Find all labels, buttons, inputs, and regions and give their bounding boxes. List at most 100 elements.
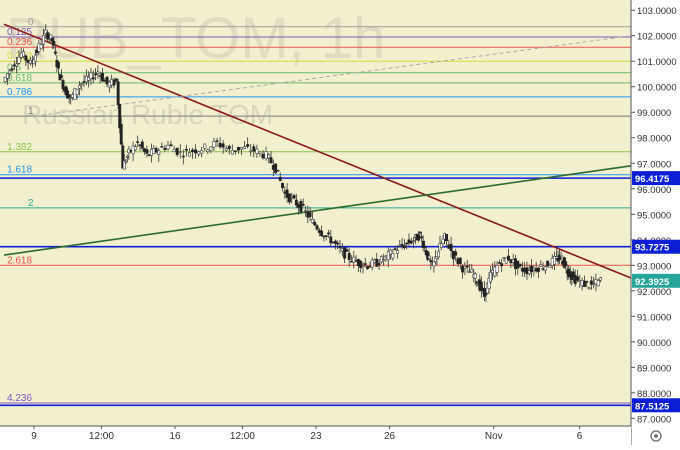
candle-body xyxy=(511,259,515,263)
candle-body xyxy=(75,89,79,95)
candle-body xyxy=(594,279,598,285)
candle-body xyxy=(473,273,477,279)
candle-body xyxy=(283,191,287,194)
time-tick-label: 9 xyxy=(31,431,37,442)
fib-label: 1 xyxy=(28,106,34,117)
candle-body xyxy=(299,201,303,212)
price-level-tag-bg xyxy=(632,239,680,254)
candle-body xyxy=(546,260,550,267)
candle-body xyxy=(157,150,161,155)
candle-body xyxy=(497,262,501,264)
candle-body xyxy=(166,144,170,150)
fib-label: 0.382 xyxy=(7,51,32,62)
candle-body xyxy=(573,275,577,284)
candle-body xyxy=(233,150,237,153)
candle-body xyxy=(101,72,104,82)
candle-body xyxy=(441,238,445,245)
candle-body xyxy=(585,280,589,283)
candle-body xyxy=(578,280,582,282)
watermark: RUB_TOM, 1h Russian Ruble TOM xyxy=(6,6,385,130)
candle-body xyxy=(276,169,280,172)
candle-body xyxy=(451,251,455,260)
candle-body xyxy=(15,63,19,67)
candle-body xyxy=(304,210,307,212)
candle-body xyxy=(493,266,497,277)
candle-body xyxy=(429,260,433,263)
candle-body xyxy=(435,256,439,259)
candle-body xyxy=(125,156,129,158)
candle-body xyxy=(17,57,21,64)
candle-body xyxy=(405,242,409,245)
candle-body xyxy=(154,148,158,153)
candle-body xyxy=(553,256,557,265)
candle-body xyxy=(237,146,240,151)
candle-body xyxy=(98,75,102,77)
candle-body xyxy=(402,245,406,248)
candle-body xyxy=(258,151,262,154)
candle-body xyxy=(377,263,381,266)
candle-body xyxy=(338,246,342,249)
candle-body xyxy=(523,267,527,273)
price-axis-bg xyxy=(631,0,680,445)
candle-body xyxy=(24,55,28,61)
candle-body xyxy=(527,270,531,274)
candle-body xyxy=(26,59,30,63)
price-tick-label: 97.0000 xyxy=(637,159,671,170)
candle-body xyxy=(520,268,524,272)
candle-body xyxy=(107,81,111,88)
candle-body xyxy=(599,277,602,281)
candle-body xyxy=(495,264,499,273)
candle-body xyxy=(509,259,513,264)
candle-body xyxy=(420,236,424,239)
candle-body xyxy=(264,151,268,160)
candle-body xyxy=(118,103,122,129)
price-tick-label: 101.0000 xyxy=(637,57,677,68)
candle-body xyxy=(347,252,351,260)
candle-body xyxy=(391,253,395,259)
candle-body xyxy=(532,267,536,271)
candle-body xyxy=(409,240,413,244)
price-tick-label: 87.0000 xyxy=(637,414,671,425)
settings-gear-icon[interactable] xyxy=(650,430,662,442)
candle-body xyxy=(502,257,506,259)
candle-body xyxy=(200,150,204,154)
candle-body xyxy=(507,255,511,261)
candle-body xyxy=(5,73,9,79)
fib-label: 0.236 xyxy=(7,37,32,48)
candle-body xyxy=(539,264,543,267)
candle-body xyxy=(42,34,45,45)
candle-body xyxy=(340,248,344,252)
candle-body xyxy=(285,189,289,198)
candle-body xyxy=(375,258,379,267)
candle-body xyxy=(559,255,563,257)
candle-body xyxy=(147,154,151,156)
candle-body xyxy=(261,153,265,159)
price-tick-label: 100.0000 xyxy=(637,83,677,94)
candle-body xyxy=(243,146,247,149)
candle-body xyxy=(354,260,358,262)
candle-body xyxy=(500,263,504,267)
candle-body xyxy=(240,147,243,150)
candle-body xyxy=(187,152,191,157)
candle-body xyxy=(322,235,326,238)
price-tick-label: 89.0000 xyxy=(637,363,671,374)
candle-body xyxy=(440,242,443,248)
price-tick-label: 96.0000 xyxy=(637,185,671,196)
fib-label: 1.382 xyxy=(7,142,32,153)
price-tick-label: 88.0000 xyxy=(637,389,671,400)
candle-body xyxy=(379,256,383,263)
candle-body xyxy=(589,280,593,285)
candle-body xyxy=(407,239,411,244)
candle-body xyxy=(172,149,176,153)
candle-body xyxy=(91,77,95,80)
candle-body xyxy=(227,145,231,150)
candle-body xyxy=(445,234,448,242)
candle-body xyxy=(384,255,388,258)
trendlines xyxy=(3,23,632,279)
candle-body xyxy=(133,146,137,151)
candle-body xyxy=(317,229,321,233)
fibonacci-levels: 00.1250.2360.3820.50.6180.78611.3821.618… xyxy=(0,17,631,404)
candle-body xyxy=(306,211,310,218)
candle-body xyxy=(53,51,57,54)
